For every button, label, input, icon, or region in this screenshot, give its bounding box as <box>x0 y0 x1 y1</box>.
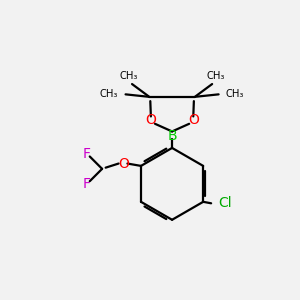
Text: CH₃: CH₃ <box>226 89 244 99</box>
Text: CH₃: CH₃ <box>100 89 118 99</box>
Text: O: O <box>118 157 129 170</box>
Text: Cl: Cl <box>218 196 232 210</box>
Text: O: O <box>188 113 199 127</box>
Text: CH₃: CH₃ <box>119 70 138 80</box>
Text: CH₃: CH₃ <box>206 70 225 80</box>
Text: F: F <box>83 177 91 191</box>
Text: B: B <box>167 129 177 142</box>
Text: F: F <box>83 146 91 161</box>
Text: O: O <box>146 113 156 127</box>
